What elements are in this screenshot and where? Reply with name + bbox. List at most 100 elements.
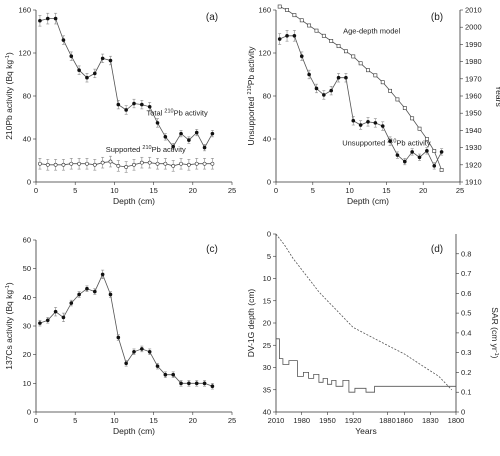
- panel-label: (c): [206, 244, 218, 255]
- data-point: [417, 155, 422, 160]
- y2-axis-label-part: -1: [493, 351, 499, 356]
- x-tick-label: 5: [73, 416, 77, 425]
- y2-tick-label: 0.2: [461, 368, 471, 377]
- data-point: [344, 75, 348, 80]
- y2-axis-label-part: ): [490, 356, 500, 359]
- x-tick-label: 15: [382, 186, 390, 195]
- y-axis-label-part: Unsupported: [246, 94, 256, 145]
- x-tick-label: 25: [228, 186, 236, 195]
- y2-tick-label: 1930: [465, 143, 482, 152]
- y-tick-label: 40: [263, 135, 271, 144]
- data-point: [155, 364, 160, 368]
- x-tick-label: 25: [456, 186, 464, 195]
- data-point: [61, 38, 66, 42]
- panel-label: (b): [431, 12, 443, 23]
- x-tick-label: 5: [73, 186, 77, 195]
- data-point: [285, 34, 289, 38]
- y-tick-label: 40: [263, 408, 271, 417]
- data-point: [380, 80, 385, 85]
- y-tick-label: 35: [263, 385, 271, 394]
- data-point: [410, 150, 414, 154]
- data-point: [171, 163, 176, 168]
- x-tick-label: 0: [34, 416, 38, 425]
- data-point: [38, 18, 42, 23]
- data-point: [147, 104, 152, 109]
- data-point: [277, 4, 282, 9]
- data-point: [77, 292, 81, 297]
- y-axis-label: 137Cs activity (Bq kg-1): [4, 282, 14, 370]
- y-tick-label: 120: [18, 49, 31, 58]
- data-point: [292, 34, 297, 38]
- data-point: [321, 33, 326, 38]
- annotation-supported-part: 210: [142, 145, 151, 151]
- y-axis-label-part: 210: [247, 85, 253, 94]
- data-point: [38, 161, 42, 166]
- panel-b: 0 5 10 15 20 25 0 40 80 120 160 1910 1920 1930 1940 195…: [246, 4, 500, 206]
- x-axis-label: Depth (cm): [113, 196, 155, 206]
- x-tick-label: 1860: [396, 416, 413, 425]
- series-line: [39, 273, 213, 387]
- data-point: [108, 159, 113, 164]
- data-point: [108, 292, 113, 297]
- data-point: [69, 301, 74, 305]
- y-tick-label: 0: [267, 230, 271, 239]
- data-point: [85, 286, 89, 291]
- panel-label: (a): [206, 12, 218, 23]
- data-point: [69, 161, 74, 166]
- data-point: [124, 108, 128, 112]
- y-tick-label: 10: [23, 379, 31, 388]
- y-tick-label: 20: [23, 350, 31, 359]
- x-tick-label: 20: [189, 416, 197, 425]
- data-point: [410, 116, 415, 121]
- y-tick-label: 60: [23, 236, 31, 245]
- data-point: [439, 168, 444, 172]
- y2-tick-label: 0.5: [461, 309, 471, 318]
- data-point: [210, 384, 215, 389]
- y-tick-label: 160: [258, 6, 271, 15]
- x-tick-label: 2010: [268, 416, 285, 425]
- data-point: [432, 164, 437, 168]
- panel-d: 2010 1980 1950 1920 1880 1860 1830 180005101520…: [246, 230, 500, 437]
- data-point: [336, 44, 341, 49]
- data-point: [322, 93, 326, 97]
- annotation-total-part: Total: [146, 108, 164, 117]
- data-point: [314, 28, 319, 33]
- y2-tick-label: 1990: [465, 40, 482, 49]
- y-tick-label: 40: [23, 293, 31, 302]
- annotation-age-depth: Age-depth model: [343, 27, 400, 36]
- data-point: [351, 54, 356, 59]
- y2-tick-label: 0.6: [461, 289, 471, 298]
- y2-tick-label: 0.3: [461, 348, 471, 357]
- y2-axis-label: Years: [494, 85, 500, 106]
- data-point: [299, 54, 304, 59]
- annotation-supported-part: Supported: [106, 145, 143, 154]
- data-point: [403, 159, 407, 164]
- data-point: [194, 161, 199, 166]
- data-point: [92, 162, 97, 167]
- data-point: [132, 350, 136, 354]
- y-tick-label: 160: [18, 6, 31, 15]
- data-point: [116, 163, 121, 168]
- data-point: [285, 8, 289, 12]
- y2-tick-label: 0.7: [461, 269, 471, 278]
- data-point: [38, 321, 42, 325]
- x-tick-label: 10: [345, 186, 353, 195]
- y-tick-label: 120: [258, 49, 271, 58]
- y-axis-label: Unsupported 210Pb activity: [246, 46, 256, 146]
- x-axis-label: Depth (cm): [113, 426, 155, 436]
- data-point: [140, 347, 144, 351]
- data-point: [53, 309, 58, 314]
- data-point: [100, 160, 105, 165]
- panel-label: (d): [431, 244, 443, 255]
- data-point: [432, 149, 437, 153]
- annotation-unsupported-part: 210: [387, 138, 396, 144]
- y-tick-label: 20: [263, 319, 271, 328]
- data-point: [69, 54, 74, 59]
- y-axis-label-part: ): [4, 52, 14, 55]
- data-point: [395, 153, 400, 157]
- x-axis-label: Years: [355, 426, 376, 436]
- series-line: [39, 18, 213, 149]
- series-line: [275, 233, 452, 391]
- data-point: [314, 86, 319, 91]
